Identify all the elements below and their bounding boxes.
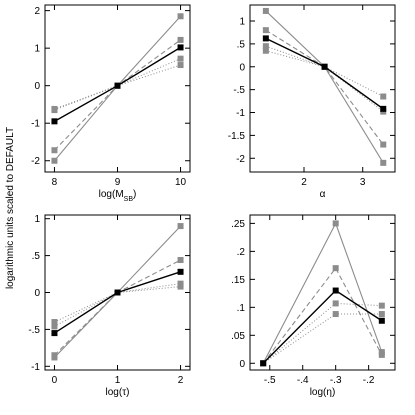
data-point bbox=[177, 55, 184, 62]
plot-frame bbox=[249, 4, 396, 173]
y-tick-label: 0 bbox=[34, 81, 40, 92]
x-tick-label: 8 bbox=[52, 177, 58, 188]
y-tick-label: -2 bbox=[31, 156, 40, 167]
series-line bbox=[54, 271, 181, 334]
data-point bbox=[51, 352, 58, 359]
data-point bbox=[332, 311, 339, 318]
data-point bbox=[177, 36, 184, 43]
data-point bbox=[321, 63, 328, 70]
data-point bbox=[332, 300, 339, 307]
x-tick-label: 10 bbox=[175, 177, 187, 188]
y-tick-label: -2 bbox=[236, 154, 245, 165]
x-tick-label: 2 bbox=[178, 375, 184, 386]
y-tick-label: -1 bbox=[31, 362, 40, 373]
series-line bbox=[54, 283, 181, 327]
data-point bbox=[332, 220, 339, 227]
series-line bbox=[54, 64, 181, 110]
shared-y-axis-label: logarithmic units scaled to DEFAULT bbox=[5, 127, 16, 289]
x-axis-label: α bbox=[320, 189, 326, 200]
data-point bbox=[114, 82, 121, 89]
data-point bbox=[51, 323, 58, 330]
x-tick-label: 3 bbox=[360, 177, 366, 188]
x-tick-label: -.5 bbox=[264, 375, 276, 386]
panel-4: -.5 -.4 -.3 -.2 0 .05 .1 .15 .2 .25 log(η) bbox=[231, 214, 396, 398]
y-tick-label: .2 bbox=[237, 247, 246, 258]
data-point bbox=[51, 319, 58, 326]
data-point bbox=[378, 351, 385, 358]
data-point bbox=[177, 13, 184, 20]
data-point bbox=[177, 257, 184, 264]
y-tick-label: 1 bbox=[239, 17, 245, 28]
y-tick-label: .05 bbox=[231, 331, 245, 342]
data-point bbox=[262, 47, 269, 54]
y-tick-label: 0 bbox=[239, 359, 245, 370]
data-point bbox=[51, 105, 58, 112]
x-axis-label: log(η) bbox=[310, 387, 336, 398]
series-line bbox=[265, 45, 384, 97]
x-tick-label: 0 bbox=[52, 375, 58, 386]
data-point bbox=[378, 311, 385, 318]
y-tick-label: 2 bbox=[34, 6, 40, 17]
data-point bbox=[260, 360, 267, 367]
data-point bbox=[51, 147, 58, 154]
data-point bbox=[114, 289, 121, 296]
x-tick-label: 9 bbox=[115, 177, 121, 188]
data-point bbox=[380, 159, 387, 166]
y-tick-label: .15 bbox=[231, 275, 245, 286]
x-tick-label: -.2 bbox=[363, 375, 375, 386]
y-tick-label: .1 bbox=[237, 303, 246, 314]
series-line bbox=[265, 50, 384, 113]
data-point bbox=[380, 105, 387, 112]
data-point bbox=[262, 43, 269, 50]
x-tick-label: 1 bbox=[115, 375, 121, 386]
panel-1: 8 9 10 -2 -1 0 1 2 log(MSB) bbox=[31, 4, 191, 203]
panel-2: 2 3 -2 -1.5 -1 -.5 0 .5 1 α bbox=[228, 4, 396, 200]
y-tick-label: 1 bbox=[34, 214, 40, 225]
y-tick-label: .25 bbox=[231, 219, 245, 230]
data-point bbox=[332, 265, 339, 272]
y-tick-label: 1 bbox=[34, 44, 40, 55]
data-point bbox=[51, 330, 58, 337]
y-tick-label: -1 bbox=[236, 108, 245, 119]
y-tick-label: -1 bbox=[31, 119, 40, 130]
plot-frame bbox=[249, 214, 396, 371]
series-line bbox=[54, 39, 181, 151]
data-point bbox=[177, 268, 184, 275]
y-tick-label: -1.5 bbox=[228, 131, 246, 142]
data-point bbox=[177, 44, 184, 51]
data-point bbox=[51, 157, 58, 164]
x-axis-label: log(MSB) bbox=[99, 189, 137, 203]
x-tick-label: 2 bbox=[301, 177, 307, 188]
x-tick-label: -.4 bbox=[297, 375, 309, 386]
data-point bbox=[378, 317, 385, 324]
data-point bbox=[262, 27, 269, 34]
data-point bbox=[380, 93, 387, 100]
data-point bbox=[378, 302, 385, 309]
data-point bbox=[177, 223, 184, 230]
series-line bbox=[262, 222, 383, 364]
y-tick-label: -.5 bbox=[233, 85, 245, 96]
x-axis-label: log(τ) bbox=[106, 387, 130, 398]
y-tick-label: .5 bbox=[32, 251, 41, 262]
x-tick-label: -.3 bbox=[330, 375, 342, 386]
y-tick-label: 0 bbox=[34, 288, 40, 299]
series-line bbox=[265, 37, 384, 110]
series-line bbox=[262, 267, 383, 364]
series-line bbox=[262, 302, 382, 364]
y-tick-label: 0 bbox=[239, 62, 245, 73]
data-point bbox=[51, 118, 58, 125]
data-point bbox=[262, 7, 269, 14]
series-line bbox=[54, 259, 181, 356]
series-line bbox=[265, 10, 384, 164]
data-point bbox=[332, 287, 339, 294]
y-tick-label: -.5 bbox=[28, 325, 40, 336]
y-tick-label: .5 bbox=[237, 39, 246, 50]
data-point bbox=[177, 283, 184, 290]
data-point bbox=[262, 35, 269, 42]
data-point bbox=[177, 62, 184, 69]
data-point bbox=[380, 141, 387, 148]
